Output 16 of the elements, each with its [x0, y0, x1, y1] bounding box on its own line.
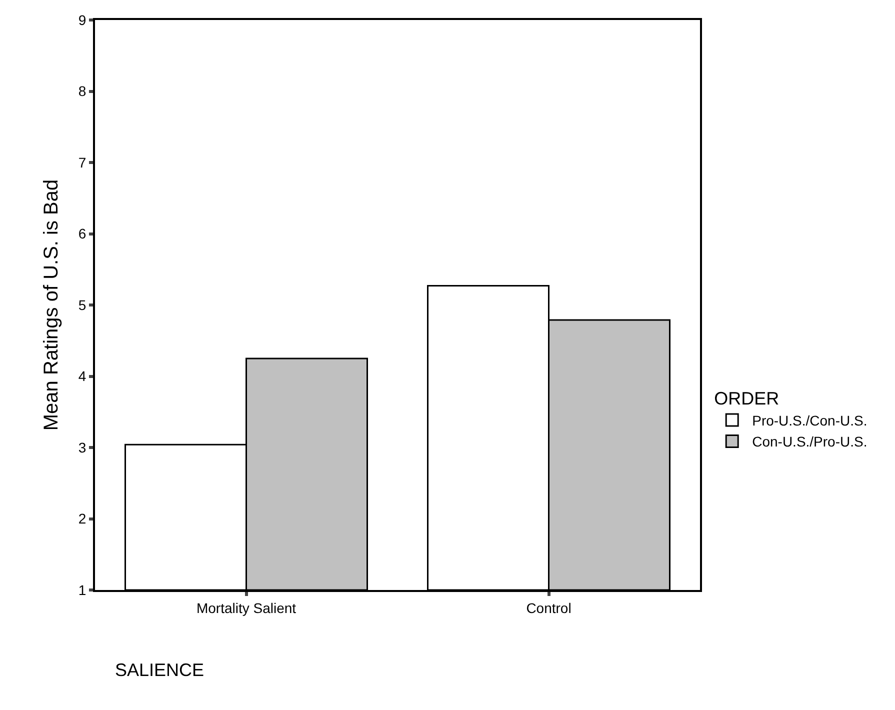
y-tick-label: 1 [78, 582, 86, 598]
x-tick-label: Mortality Salient [196, 600, 296, 616]
legend-label: Pro-U.S./Con-U.S. [752, 412, 868, 428]
legend-title: ORDER [714, 388, 780, 408]
y-axis-title: Mean Ratings of U.S. is Bad [40, 179, 62, 431]
y-tick-label: 2 [78, 510, 86, 527]
y-tick-label: 6 [78, 226, 86, 242]
y-tick-label: 4 [78, 368, 86, 384]
y-tick-label: 8 [78, 83, 86, 100]
x-axis-title: SALIENCE [115, 660, 204, 680]
y-tick-label: 9 [78, 12, 86, 28]
y-tick-label: 7 [78, 154, 86, 170]
x-tick-label: Control [526, 600, 572, 616]
y-tick-label: 5 [78, 296, 86, 313]
y-tick-label: 3 [78, 439, 86, 456]
legend-label: Con-U.S./Pro-U.S. [752, 434, 868, 450]
